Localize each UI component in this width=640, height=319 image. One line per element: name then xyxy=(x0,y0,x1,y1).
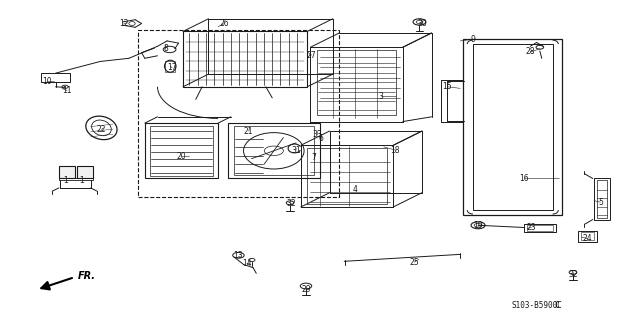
Bar xyxy=(145,123,218,178)
Text: 14: 14 xyxy=(242,259,252,268)
Text: 26: 26 xyxy=(220,19,229,28)
Text: 19: 19 xyxy=(473,221,483,230)
Bar xyxy=(165,61,175,71)
Text: 3: 3 xyxy=(378,92,383,101)
Text: 17: 17 xyxy=(167,63,177,72)
Text: S103-B5900C: S103-B5900C xyxy=(511,301,562,310)
Bar xyxy=(594,178,610,219)
Text: 13: 13 xyxy=(234,251,243,260)
Text: 15: 15 xyxy=(443,82,452,91)
Text: 8: 8 xyxy=(163,44,168,53)
Text: 11: 11 xyxy=(62,86,72,95)
Bar xyxy=(307,148,387,204)
Text: 20: 20 xyxy=(176,152,186,161)
Bar xyxy=(228,123,320,178)
Text: 9: 9 xyxy=(470,35,476,44)
Bar xyxy=(183,32,307,87)
Bar xyxy=(597,180,607,218)
Text: 1: 1 xyxy=(63,175,67,185)
Bar xyxy=(77,167,93,178)
Text: 12: 12 xyxy=(119,19,129,28)
Text: 6: 6 xyxy=(319,134,324,144)
Text: 22: 22 xyxy=(97,125,106,134)
Bar xyxy=(473,44,552,210)
Text: 28: 28 xyxy=(525,48,535,56)
Bar xyxy=(150,126,213,176)
Text: 33: 33 xyxy=(312,130,322,139)
Bar xyxy=(524,224,556,232)
Text: 31: 31 xyxy=(291,145,301,154)
Text: 21: 21 xyxy=(244,127,253,136)
Text: 32: 32 xyxy=(568,271,578,279)
Text: 23: 23 xyxy=(527,223,536,232)
Bar xyxy=(463,39,562,215)
Text: 1: 1 xyxy=(79,175,84,185)
Bar xyxy=(138,30,339,197)
Bar xyxy=(527,225,552,231)
Text: C: C xyxy=(554,301,559,310)
Text: 18: 18 xyxy=(390,145,400,154)
Text: 16: 16 xyxy=(519,174,529,183)
Text: 4: 4 xyxy=(353,185,358,194)
Bar xyxy=(578,231,597,242)
Text: 25: 25 xyxy=(410,258,419,267)
Bar xyxy=(317,50,396,115)
Text: 24: 24 xyxy=(583,234,593,243)
Text: 10: 10 xyxy=(42,77,52,85)
Text: FR.: FR. xyxy=(78,271,96,280)
Bar xyxy=(234,126,314,175)
Bar xyxy=(41,73,70,82)
Text: 32: 32 xyxy=(287,199,296,208)
Text: 30: 30 xyxy=(417,19,427,28)
Text: 29: 29 xyxy=(301,285,311,294)
Bar xyxy=(581,232,594,240)
Bar xyxy=(59,178,93,180)
Bar xyxy=(59,167,75,178)
Text: 27: 27 xyxy=(307,51,317,60)
Text: 7: 7 xyxy=(311,153,316,162)
Text: 5: 5 xyxy=(598,198,603,207)
